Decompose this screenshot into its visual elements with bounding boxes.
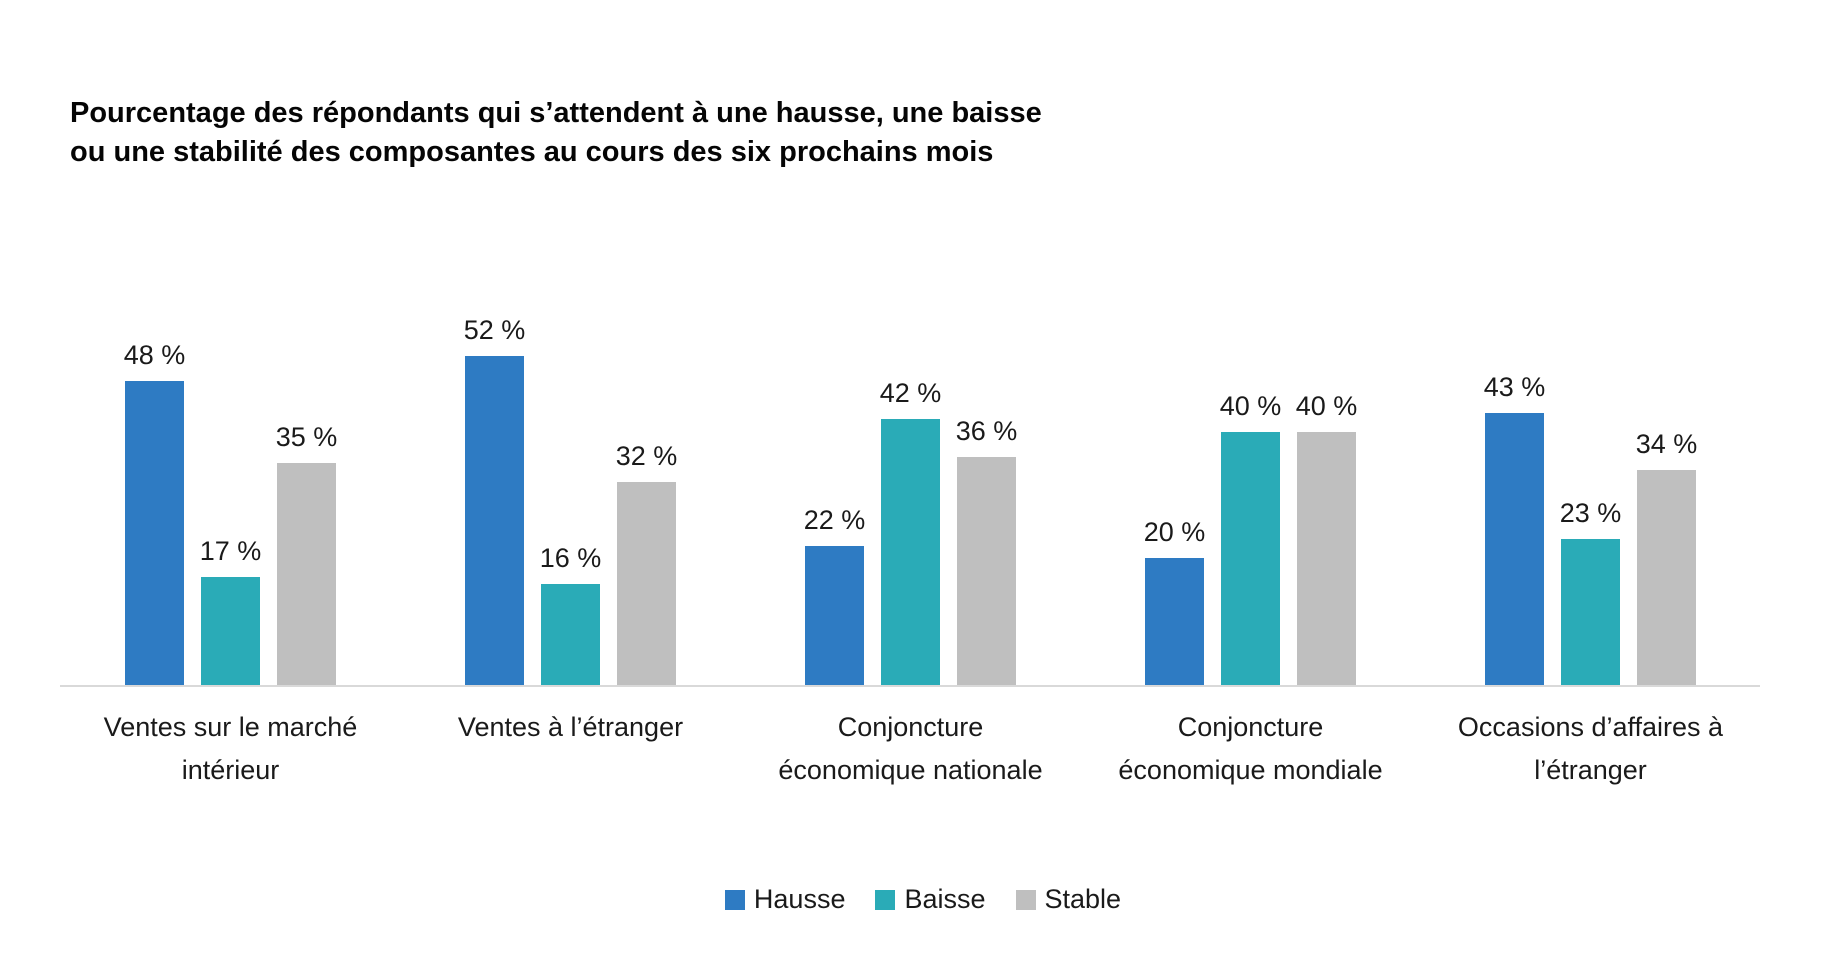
legend-item-hausse: Hausse [724, 884, 846, 915]
bar-value-label-hausse-4: 43 % [1483, 372, 1546, 402]
bar-stable-2 [957, 457, 1016, 685]
plot-area: 48 % 17 % 35 % 52 % 16 % 32 % 22 % 42 % 36 % 20 %… [60, 240, 1760, 785]
bar-stable-3 [1297, 432, 1356, 685]
bar-value-label-hausse-0: 48 % [123, 340, 186, 370]
bar-hausse-1 [465, 356, 524, 685]
legend-label-hausse: Hausse [753, 884, 846, 914]
legend-item-stable: Stable [1015, 884, 1122, 915]
legend-item-baisse: Baisse [875, 884, 986, 915]
bar-value-label-baisse-2: 42 % [879, 378, 942, 408]
bar-group-4: 43 % 23 % 34 % [1484, 240, 1697, 685]
bar-group-0: 48 % 17 % 35 % [124, 240, 337, 685]
chart-title-line1: Pourcentage des répondants qui s’attende… [70, 97, 1042, 129]
bar-value-label-stable-4: 34 % [1635, 429, 1698, 459]
legend-swatch-hausse [724, 889, 745, 910]
bar-baisse-4 [1561, 539, 1620, 685]
category-label-2: Conjoncture économique nationale [778, 712, 1043, 785]
bar-stable-4 [1637, 470, 1696, 685]
bar-value-label-baisse-0: 17 % [199, 536, 262, 566]
bar-value-label-stable-1: 32 % [615, 441, 678, 471]
bar-group-3: 20 % 40 % 40 % [1144, 240, 1357, 685]
category-label-1: Ventes à l’étranger [457, 712, 684, 742]
bar-hausse-0 [125, 381, 184, 685]
bar-hausse-4 [1485, 413, 1544, 685]
bar-value-label-baisse-1: 16 % [539, 543, 602, 573]
legend-label-baisse: Baisse [904, 884, 986, 914]
bar-value-label-stable-0: 35 % [275, 422, 338, 452]
bar-baisse-2 [881, 419, 940, 685]
bar-stable-1 [617, 482, 676, 685]
bar-group-1: 52 % 16 % 32 % [464, 240, 677, 685]
bar-hausse-2 [805, 546, 864, 685]
category-label-4: Occasions d’affaires à l’étranger [1457, 712, 1724, 785]
bar-value-label-baisse-4: 23 % [1559, 498, 1622, 528]
bar-value-label-hausse-1: 52 % [463, 315, 526, 345]
bar-baisse-0 [201, 577, 260, 685]
bar-baisse-3 [1221, 432, 1280, 685]
bar-value-label-hausse-3: 20 % [1143, 517, 1206, 547]
chart-title: Pourcentage des répondants qui s’attende… [70, 94, 1042, 172]
category-label-3: Conjoncture économique mondiale [1118, 712, 1383, 785]
legend: Hausse Baisse Stable [0, 884, 1846, 915]
legend-swatch-baisse [875, 889, 896, 910]
legend-label-stable: Stable [1044, 884, 1122, 914]
bar-value-label-hausse-2: 22 % [803, 505, 866, 535]
category-label-0: Ventes sur le marché intérieur [103, 712, 358, 785]
bar-group-2: 22 % 42 % 36 % [804, 240, 1017, 685]
x-axis-line [60, 685, 1760, 687]
bar-stable-0 [277, 463, 336, 685]
bar-hausse-3 [1145, 558, 1204, 685]
bar-baisse-1 [541, 584, 600, 685]
chart-title-line2: ou une stabilité des composantes au cour… [70, 136, 994, 168]
bar-value-label-baisse-3: 40 % [1219, 391, 1282, 421]
bar-value-label-stable-2: 36 % [955, 416, 1018, 446]
bar-value-label-stable-3: 40 % [1295, 391, 1358, 421]
legend-swatch-stable [1015, 889, 1036, 910]
